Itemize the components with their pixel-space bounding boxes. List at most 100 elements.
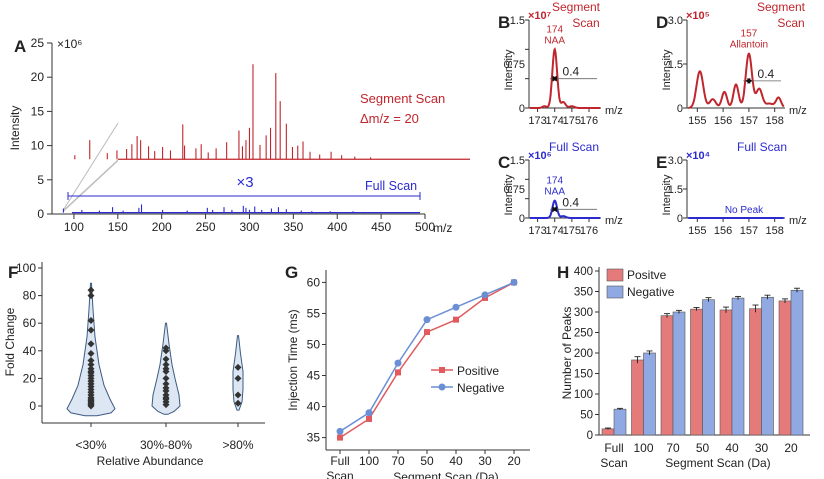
panel-f: F 0 20 40 60 80 100 Fold Change Relative Abundan… [3, 261, 265, 468]
y-tick-label: 35 [307, 431, 321, 445]
negative-marker [365, 409, 373, 417]
peak-mz-label: 174 [546, 176, 563, 187]
positive-bar [690, 308, 703, 436]
y-tick-label: 0 [587, 430, 593, 442]
fwhm-label: 0.4 [563, 65, 580, 79]
negative-bar [731, 297, 745, 436]
x-tick-label: 158 [766, 115, 784, 127]
no-peak-label: No Peak [725, 205, 764, 216]
x-tick-label: 40 [449, 454, 463, 468]
fold-change-point [87, 292, 95, 300]
panel-letter-c: C [498, 153, 510, 172]
fold-change-point [162, 347, 170, 355]
x-first-label-line1: Full [330, 454, 349, 468]
y-scale-label: ×10⁷ [528, 10, 552, 22]
x-tick-label: 450 [371, 220, 391, 234]
x-tick-label: 173 [528, 225, 546, 237]
y-axis-title: Intensity [503, 174, 515, 215]
fold-change-point [87, 361, 95, 369]
y-axis-title: Number of Peaks [560, 307, 574, 400]
violin-body [66, 282, 116, 417]
y-tick-label: 1.5 [668, 184, 683, 196]
y-tick-label: 0.75 [504, 59, 525, 71]
panel-letter-b: B [498, 13, 510, 32]
legend-swatch [606, 268, 624, 282]
legend-marker [438, 383, 446, 391]
scan-type-label-line2: Scan [572, 16, 599, 30]
y-tick-label: 40 [307, 400, 321, 414]
y-tick-label: 0.75 [504, 184, 525, 196]
y-tick-label: 100 [574, 389, 593, 401]
fwhm-arrow-right [552, 206, 558, 213]
y-tick-label: 40 [23, 344, 37, 358]
fold-change-point [87, 350, 95, 358]
negative-marker [481, 291, 489, 299]
scan-type-label: Full Scan [549, 140, 599, 154]
x-tick-label: 200 [152, 220, 172, 234]
scan-type-label: Segment [552, 0, 601, 14]
signal-curve [529, 47, 601, 109]
fwhm-label: 0.4 [562, 195, 579, 209]
x-tick-label: 155 [688, 225, 706, 237]
y-scale-label: ×10⁶ [528, 150, 552, 162]
negative-marker [452, 303, 460, 311]
x-tick-label: 350 [283, 220, 303, 234]
y-scale-label: ×10⁶ [57, 37, 82, 51]
fold-change-point [87, 286, 95, 294]
x-tick-label: 250 [196, 220, 216, 234]
x-tick-label: 30 [478, 454, 492, 468]
zoom-guide [62, 122, 119, 211]
y-axis-title: Fold Change [3, 307, 17, 376]
y-axis-title: Intensity [503, 49, 515, 90]
y-tick-label: 60 [23, 316, 37, 330]
positive-marker [453, 316, 459, 323]
y-tick-label: 25 [31, 36, 45, 50]
peak-mz-label: 157 [741, 29, 758, 40]
x-axis-title: m/z [789, 105, 807, 117]
peak-mz-label: 174 [546, 24, 563, 35]
x-first-label-line1: Full [604, 441, 623, 455]
fold-change-point [87, 402, 95, 410]
scan-type-label: Segment [757, 0, 806, 14]
y-axis-title: Injection Time (ms) [286, 309, 300, 410]
positive-bar [660, 315, 674, 436]
legend-label: Positive [457, 364, 499, 378]
fold-change-point [87, 356, 95, 364]
y-tick-label: 50 [580, 410, 593, 422]
negative-marker [336, 427, 344, 435]
y-tick-label: 0 [29, 399, 36, 413]
x-tick-label: 175 [563, 225, 581, 237]
negative-bar [790, 289, 804, 436]
positive-bar [601, 428, 615, 436]
y-tick-label: 20 [23, 371, 37, 385]
y-tick-label: 250 [574, 328, 593, 340]
x-tick-label: 175 [563, 115, 581, 127]
panel-letter-a: A [14, 37, 26, 56]
violin-body [232, 335, 244, 411]
x-tick-label: 70 [391, 454, 405, 468]
x-tick-label: 100 [359, 454, 379, 468]
x-tick-label: 100 [633, 441, 653, 455]
panel-a: A 0 5 10 15 20 25 100 150 200 250 300 350 400 450 500 ×1… [8, 36, 470, 235]
y-tick-label: 1.5 [668, 59, 683, 71]
y-top-tick-label: 1.5 [510, 15, 525, 27]
delta-label: Δm/z = 20 [360, 111, 419, 126]
fold-change-point [162, 380, 170, 388]
positive-marker [337, 434, 343, 441]
fold-change-point [162, 355, 170, 363]
fold-change-point [87, 340, 95, 348]
fold-change-point [234, 399, 242, 407]
x-first-label-line2: Scan [326, 469, 353, 479]
y-tick-label: 60 [307, 275, 321, 289]
x-tick-label: 158 [766, 225, 784, 237]
y-tick-label: 200 [574, 348, 593, 360]
negative-marker [423, 316, 431, 324]
panel-letter-h: H [557, 263, 569, 282]
fwhm-arrow-right [552, 75, 558, 82]
fold-change-point [162, 401, 170, 409]
legend-label: Positve [627, 268, 667, 282]
y-scale-label: ×10⁴ [686, 150, 710, 162]
x-tick-label: 50 [420, 454, 434, 468]
legend-marker [439, 367, 445, 373]
